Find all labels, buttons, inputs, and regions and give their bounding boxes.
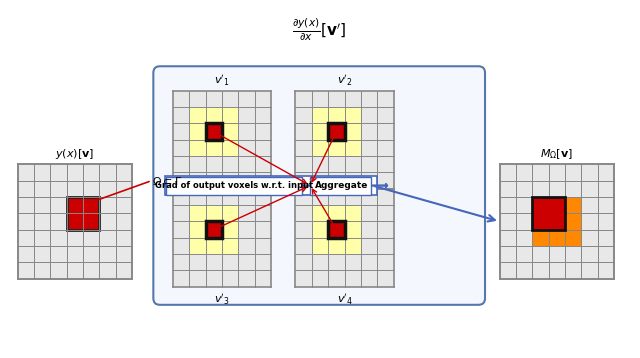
Text: $\mathbf{\mathit{v}}'_2$: $\mathbf{\mathit{v}}'_2$ [337,73,352,88]
Bar [312,205,361,254]
Text: $y(x)[\mathbf{v}]$: $y(x)[\mathbf{v}]$ [55,147,95,161]
Bar [532,197,565,229]
Bar [296,189,394,287]
Bar [173,91,271,189]
Bar [18,164,132,279]
Text: $\frac{\partial y(x)}{\partial x}[\mathbf{v}^{\prime}]$: $\frac{\partial y(x)}{\partial x}[\mathb… [292,17,346,43]
Bar [500,164,614,279]
Bar [532,197,581,246]
Bar [189,205,238,254]
Text: Grad of output voxels w.r.t. input: Grad of output voxels w.r.t. input [155,181,314,190]
Bar [328,222,344,238]
FancyBboxPatch shape [164,176,377,195]
Bar [173,189,271,287]
Text: $\Omega \subset \Gamma$: $\Omega \subset \Gamma$ [152,175,182,187]
Bar [312,107,361,156]
Text: $\mathbf{\mathit{v}}'_4$: $\mathbf{\mathit{v}}'_4$ [337,292,353,306]
Bar [189,107,238,156]
Bar [516,181,598,262]
Bar [166,176,302,194]
FancyBboxPatch shape [154,66,485,305]
Bar [205,222,222,238]
Bar [532,197,565,229]
Text: $\mathbf{\mathit{v}}'_3$: $\mathbf{\mathit{v}}'_3$ [214,292,230,306]
Text: $\mathbf{\mathit{v}}'_1$: $\mathbf{\mathit{v}}'_1$ [214,73,230,88]
Bar [328,124,344,140]
Bar [296,91,394,189]
Bar [205,124,222,140]
Text: $M_{\Omega}[\mathbf{v}]$: $M_{\Omega}[\mathbf{v}]$ [540,147,573,161]
Text: Aggregate: Aggregate [314,181,368,190]
Bar [67,197,99,229]
Bar [310,176,371,194]
